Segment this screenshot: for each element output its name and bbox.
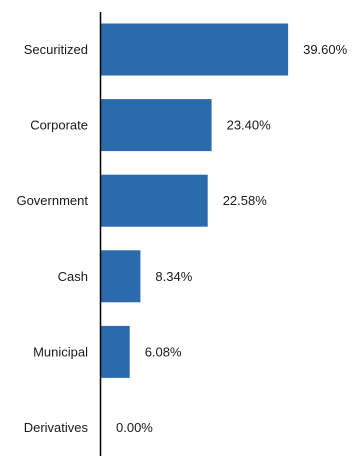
value-label-municipal: 6.08% [145, 344, 182, 359]
value-label-derivatives: 0.00% [116, 420, 153, 435]
category-label-cash: Cash [58, 269, 88, 284]
bars-layer [101, 23, 289, 378]
value-label-corporate: 23.40% [227, 118, 272, 133]
labels-layer: Securitized 39.60% Corporate 23.40% Governme… [16, 42, 347, 435]
value-label-cash: 8.34% [155, 269, 192, 284]
bar-corporate [101, 99, 212, 152]
bar-government [101, 174, 208, 227]
category-label-derivatives: Derivatives [24, 420, 89, 435]
category-label-government: Government [16, 193, 88, 208]
bar-cash [101, 250, 141, 303]
category-label-corporate: Corporate [30, 118, 88, 133]
bar-securitized [101, 23, 289, 76]
bar-municipal [101, 325, 130, 378]
value-label-government: 22.58% [223, 193, 268, 208]
category-label-municipal: Municipal [33, 344, 88, 359]
category-label-securitized: Securitized [24, 42, 88, 57]
value-label-securitized: 39.60% [303, 42, 348, 57]
